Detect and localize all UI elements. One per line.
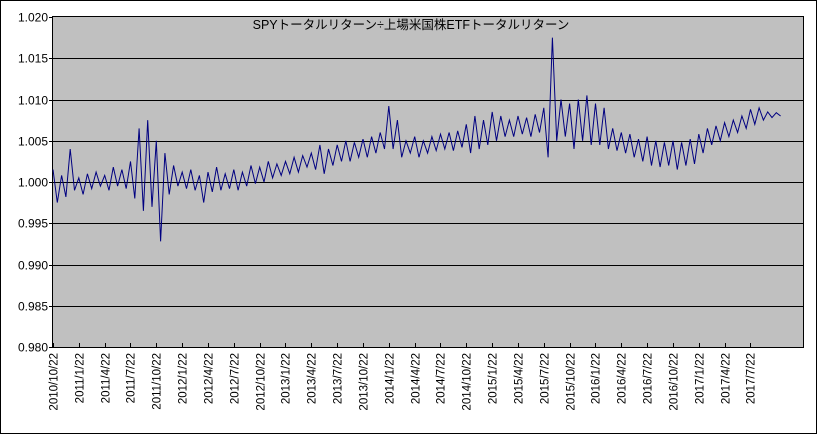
x-tick-label: 2012/1/22	[178, 353, 190, 404]
x-tick-label: 2012/4/22	[204, 353, 216, 404]
x-tick-label: 2013/1/22	[281, 353, 293, 404]
chart-title: SPYトータルリターン÷上場米国株ETFトータルリターン	[253, 17, 570, 32]
x-tick-label: 2013/4/22	[307, 353, 319, 404]
y-tick-label: 1.020	[18, 11, 48, 25]
x-tick-label: 2015/1/22	[488, 353, 500, 404]
y-tick-label: 0.995	[18, 217, 48, 231]
x-tick-label: 2015/7/22	[540, 353, 552, 404]
x-axis: 2010/10/22 2011/1/22 2011/4/22 2011/7/22 201…	[49, 343, 758, 411]
x-tick-label: 2015/10/22	[566, 353, 578, 411]
x-tick-label: 2014/7/22	[436, 353, 448, 404]
y-tick-label: 0.985	[18, 300, 48, 314]
x-tick-label: 2016/1/22	[591, 353, 603, 404]
x-tick-label: 2011/10/22	[152, 353, 164, 410]
gridlines	[53, 58, 803, 307]
x-tick-label: 2011/7/22	[126, 353, 138, 403]
y-tick-label: 1.000	[18, 176, 48, 190]
x-tick-label: 2014/4/22	[411, 353, 423, 404]
x-tick-label: 2016/10/22	[669, 353, 681, 411]
x-tick-label: 2016/4/22	[617, 353, 629, 404]
y-tick-label: 0.990	[18, 259, 48, 273]
x-tick-label: 2017/4/22	[721, 353, 733, 404]
x-tick-label: 2010/10/22	[49, 353, 61, 411]
y-tick-label: 0.980	[18, 341, 48, 355]
x-tick-label: 2016/7/22	[643, 353, 655, 404]
y-tick-label: 1.015	[18, 52, 48, 66]
x-tick-label: 2012/7/22	[230, 353, 242, 404]
x-tick-label: 2014/10/22	[462, 353, 474, 411]
y-tick-label: 1.010	[18, 94, 48, 108]
y-axis: 1.020 1.015 1.010 1.005 1.000 0.995 0.990 0.985…	[18, 11, 53, 355]
x-tick-label: 2017/1/22	[695, 353, 707, 404]
x-tick-label: 2012/10/22	[256, 353, 268, 411]
x-tick-label: 2017/7/22	[746, 353, 758, 404]
x-tick-label: 2013/10/22	[359, 353, 371, 411]
x-tick-label: 2011/1/22	[75, 353, 87, 403]
x-tick-label: 2014/1/22	[385, 353, 397, 404]
x-tick-label: 2011/4/22	[101, 353, 113, 403]
y-tick-label: 1.005	[18, 135, 48, 149]
x-tick-label: 2015/4/22	[514, 353, 526, 404]
x-tick-label: 2013/7/22	[333, 353, 345, 404]
series-line	[52, 37, 781, 242]
